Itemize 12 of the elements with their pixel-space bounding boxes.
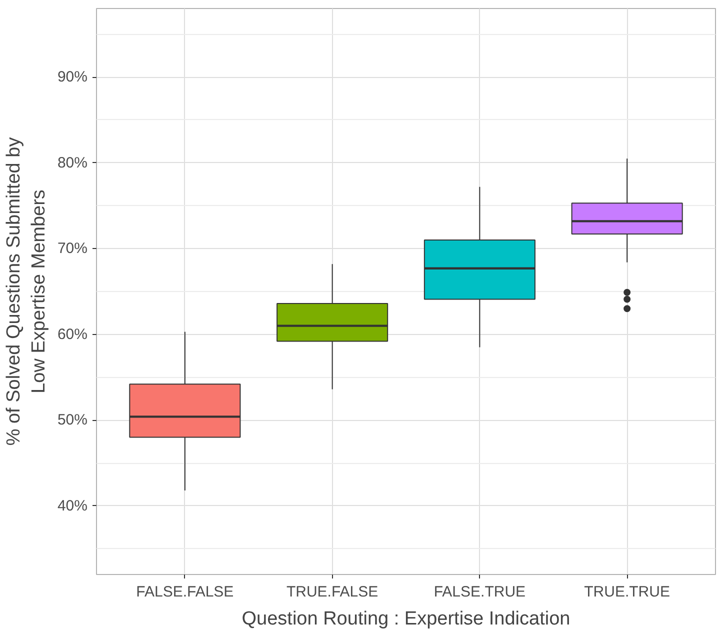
x-tick-label: FALSE.FALSE (136, 584, 234, 600)
y-tick-label: 90% (57, 68, 88, 86)
y-tick-label: 70% (57, 240, 88, 258)
x-tick-label: TRUE.TRUE (584, 584, 670, 600)
y-tick-label: 80% (57, 154, 88, 172)
y-axis-title: % of Solved Questions Submitted by Low Expertise Members (3, 136, 50, 446)
x-axis-title: Question Routing : Expertise Indication (242, 608, 570, 630)
y-tick-label: 50% (57, 412, 88, 429)
y-tick-label: 60% (57, 326, 88, 343)
x-tick-label: TRUE.FALSE (286, 584, 378, 600)
y-tick-label: 40% (57, 497, 88, 514)
x-tick-label: FALSE.TRUE (434, 584, 526, 600)
